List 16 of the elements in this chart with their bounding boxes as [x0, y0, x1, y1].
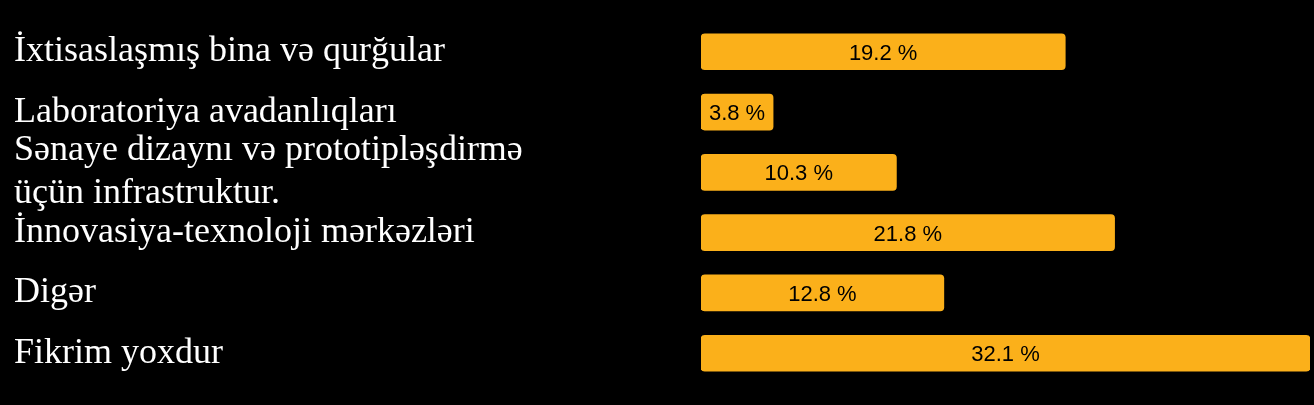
bar [701, 334, 1310, 372]
bar [701, 154, 897, 191]
data-label: 10.3 % [764, 160, 833, 186]
data-label: 32.1 % [971, 341, 1040, 367]
y-tick-label: Laboratoriya avadanlıqları [14, 89, 397, 130]
y-tick-label: İxtisaslaşmış bina və qurğular [14, 29, 445, 70]
bar [701, 274, 945, 312]
data-label: 19.2 % [848, 39, 918, 65]
data-label: 3.8 % [708, 100, 766, 126]
bar [701, 214, 1115, 251]
y-tick-label: Digər [14, 270, 96, 311]
y-tick-label: Fikrim yoxdur [14, 330, 224, 371]
data-label: 21.8 % [873, 220, 943, 246]
bar [701, 33, 1066, 71]
data-label: 12.8 % [788, 281, 857, 307]
y-tick-label: İnnovasiya-texnoloji mərkəzləri [14, 210, 475, 251]
